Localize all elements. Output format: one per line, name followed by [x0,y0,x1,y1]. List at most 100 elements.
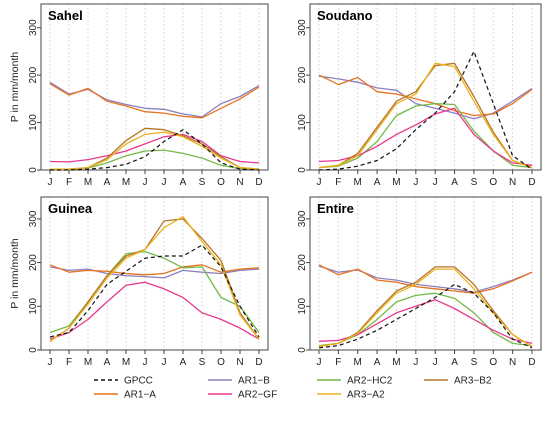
y-tick-label: 200 [297,254,308,271]
x-tick-label: J [317,177,322,188]
y-tick-label: 200 [28,66,39,83]
series-line-ar2-gf [318,107,533,166]
series-line-ar1-b [318,265,533,293]
x-tick-label: O [217,357,225,368]
y-tick-label: 0 [28,347,39,353]
y-tick-label: 0 [28,167,39,173]
plot-frame [40,3,269,171]
series-line-ar3-b2 [318,266,533,348]
panel-title: Entire [317,201,354,216]
x-tick-label: A [104,177,111,188]
x-tick-label: A [374,177,381,188]
y-tick-label: 100 [28,114,39,131]
x-tick-label: F [335,177,341,188]
plot-frame [309,196,542,351]
x-tick-label: S [199,357,206,368]
series-line-ar2-gf [49,133,260,164]
series-line-ar2-gf [49,281,260,340]
series-line-ar2-hc2 [50,149,260,170]
panel-title: Guinea [48,201,93,216]
x-tick-label: S [471,177,478,188]
y-tick-label: 300 [297,19,308,36]
y-tick-label: 300 [28,19,39,36]
panel-title: Soudano [317,8,373,23]
series-line-ar1-b [318,75,533,120]
x-tick-label: J [413,177,418,188]
legend-entry-ar3-b2: AR3−B2 [424,376,492,387]
x-tick-label: J [162,177,167,188]
legend-entry-gpcc: GPCC [94,376,153,387]
y-tick-label: 300 [28,210,39,227]
series-line-ar1-b [49,266,260,279]
x-tick-label: N [509,357,516,368]
x-tick-label: J [413,357,418,368]
x-tick-label: F [335,357,341,368]
y-axis-label: P in mm/month [9,238,21,309]
x-tick-label: M [122,357,130,368]
series-line-gpcc [318,50,533,171]
x-tick-label: J [433,357,438,368]
x-tick-label: M [84,357,92,368]
x-tick-label: A [180,357,187,368]
x-tick-label: D [528,177,535,188]
series-line-ar1-a [49,83,260,119]
legend: GPCC AR1−B AR2−HC2 AR3−B2 AR1−A AR2−GF AR3−A2 [94,376,492,401]
x-tick-label: J [143,177,148,188]
x-tick-label: D [255,357,262,368]
legend-label: AR3−B2 [454,376,492,387]
legend-label: AR1−B [238,376,270,387]
x-tick-label: A [374,357,381,368]
legend-label: AR2−HC2 [347,376,393,387]
x-tick-label: J [143,357,148,368]
x-tick-label: N [509,177,516,188]
x-tick-label: M [84,177,92,188]
x-tick-label: O [489,357,497,368]
y-tick-label: 0 [297,167,308,173]
series-line-ar3-a2 [318,62,533,169]
legend-label: GPCC [124,376,153,387]
legend-entry-ar1-b: AR1−B [208,376,270,387]
y-tick-label: 100 [297,298,308,315]
x-tick-label: A [451,177,458,188]
x-tick-label: O [217,177,225,188]
series-line-gpcc [49,244,260,338]
y-tick-label: 100 [297,114,308,131]
legend-label: AR2−GF [238,390,277,401]
series-line-ar2-hc2 [49,250,260,334]
x-tick-label: M [354,177,362,188]
x-tick-label: F [66,357,72,368]
x-tick-label: F [66,177,72,188]
series-line-ar3-b2 [50,127,260,170]
series-line-ar1-b [49,81,260,118]
y-tick-label: 200 [297,66,308,83]
y-tick-label: 0 [297,347,308,353]
x-tick-label: D [255,177,262,188]
series-line-ar1-a [318,74,533,117]
x-tick-label: J [48,357,53,368]
x-tick-label: O [489,177,497,188]
x-tick-label: S [471,357,478,368]
plot-frame [40,196,269,351]
series-line-ar3-a2 [318,268,533,348]
legend-entry-ar3-a2: AR3−A2 [317,390,385,401]
y-axis-label: P in mm/month [9,52,21,123]
legend-label: AR3−A2 [347,390,385,401]
series-line-gpcc [50,129,260,171]
series-line-ar3-a2 [50,131,260,170]
y-tick-label: 200 [28,254,39,271]
x-tick-label: M [354,357,362,368]
x-tick-label: S [199,177,206,188]
series-line-ar1-a [318,264,533,294]
x-tick-label: A [104,357,111,368]
series-line-gpcc [318,283,533,349]
legend-entry-ar2-gf: AR2−GF [208,390,277,401]
x-tick-label: J [317,357,322,368]
x-tick-label: M [122,177,130,188]
x-tick-label: A [180,177,187,188]
